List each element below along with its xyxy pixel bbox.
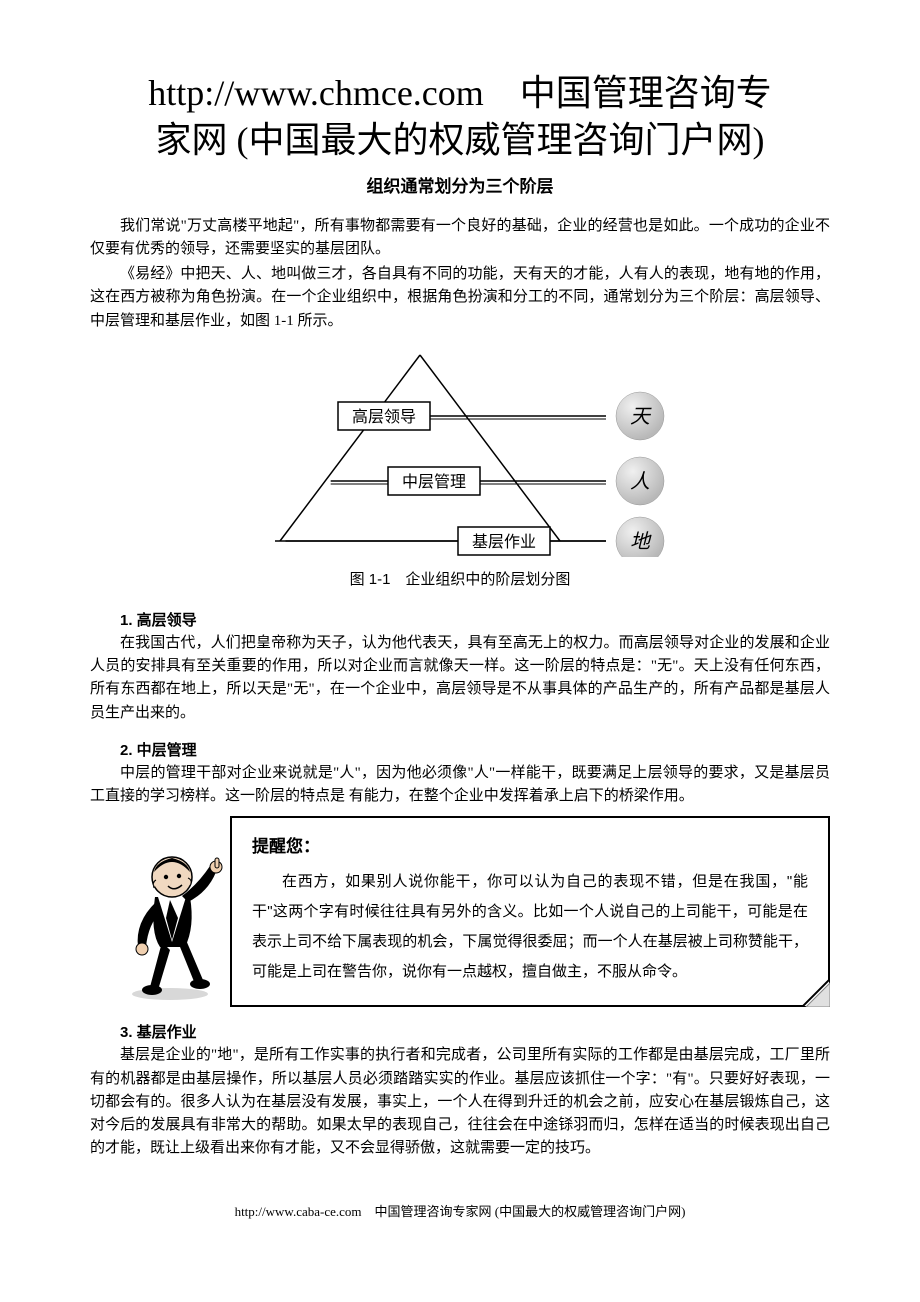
svg-text:地: 地 bbox=[630, 531, 652, 553]
svg-text:中层管理: 中层管理 bbox=[402, 473, 466, 491]
page-fold-icon bbox=[802, 979, 830, 1007]
svg-text:高层领导: 高层领导 bbox=[352, 408, 416, 426]
hierarchy-diagram: 高层领导 天中层管理 人基层作业 地 bbox=[220, 347, 700, 562]
page-header-title: http://www.chmce.com 中国管理咨询专 家网 (中国最大的权威… bbox=[90, 70, 830, 164]
section-body-2: 中层的管理干部对企业来说就是"人"，因为他必须像"人"一样能干，既要满足上层领导… bbox=[90, 762, 830, 809]
header-line-2: 家网 (中国最大的权威管理咨询门户网) bbox=[90, 117, 830, 164]
callout-box: 提醒您： 在西方，如果别人说你能干，你可以认为自己的表现不错，但是在我国，"能干… bbox=[230, 816, 830, 1007]
section-body-1: 在我国古代，人们把皇帝称为天子，认为他代表天，具有至高无上的权力。而高层领导对企… bbox=[90, 632, 830, 725]
page-footer: http://www.caba-ce.com 中国管理咨询专家网 (中国最大的权… bbox=[90, 1201, 830, 1220]
header-line-1: http://www.chmce.com 中国管理咨询专 bbox=[90, 70, 830, 117]
svg-text:基层作业: 基层作业 bbox=[472, 533, 536, 551]
intro-paragraph-2: 《易经》中把天、人、地叫做三才，各自具有不同的功能，天有天的才能，人有人的表现，… bbox=[90, 263, 830, 333]
svg-text:天: 天 bbox=[630, 406, 652, 428]
callout-text: 在西方，如果别人说你能干，你可以认为自己的表现不错，但是在我国，"能干"这两个字… bbox=[252, 867, 808, 987]
svg-text:人: 人 bbox=[630, 471, 650, 493]
section-body-3: 基层是企业的"地"，是所有工作实事的执行者和完成者，公司里所有实际的工作都是由基… bbox=[90, 1044, 830, 1160]
document-subtitle: 组织通常划分为三个阶层 bbox=[90, 172, 830, 197]
intro-paragraph-1: 我们常说"万丈高楼平地起"，所有事物都需要有一个良好的基础，企业的经营也是如此。… bbox=[90, 215, 830, 262]
pyramid-svg: 高层领导 天中层管理 人基层作业 地 bbox=[220, 347, 700, 557]
businessman-pointing-icon bbox=[90, 822, 230, 1007]
section-heading-2: 2. 中层管理 bbox=[90, 739, 830, 760]
section-heading-3: 3. 基层作业 bbox=[90, 1021, 830, 1042]
diagram-caption: 图 1-1 企业组织中的阶层划分图 bbox=[90, 568, 830, 589]
section-heading-1: 1. 高层领导 bbox=[90, 609, 830, 630]
callout-row: 提醒您： 在西方，如果别人说你能干，你可以认为自己的表现不错，但是在我国，"能干… bbox=[90, 816, 830, 1007]
intro-block: 我们常说"万丈高楼平地起"，所有事物都需要有一个良好的基础，企业的经营也是如此。… bbox=[90, 215, 830, 333]
callout-title: 提醒您： bbox=[252, 832, 808, 857]
